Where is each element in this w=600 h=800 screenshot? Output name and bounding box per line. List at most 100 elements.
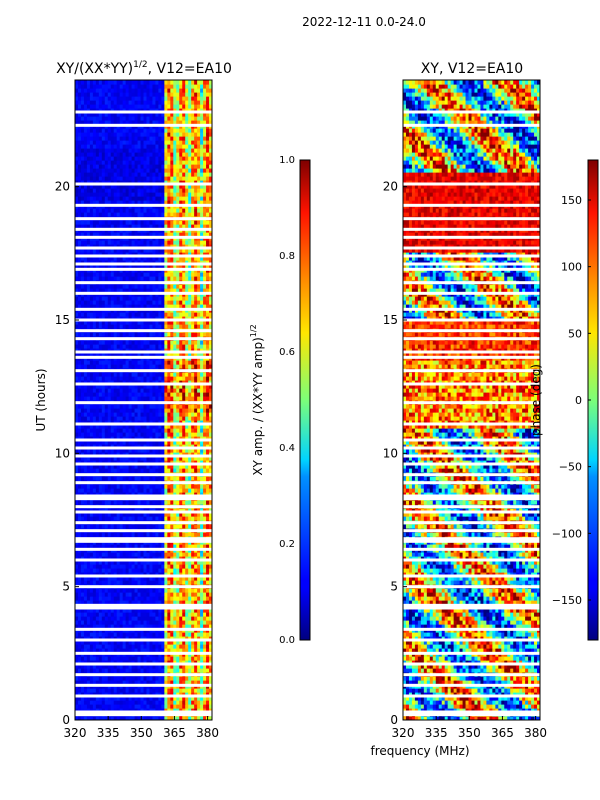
amp-cell xyxy=(137,364,142,369)
amp-cell xyxy=(137,668,142,673)
amp-cell xyxy=(116,488,121,493)
amp-cell xyxy=(77,316,82,321)
amp-cell xyxy=(89,700,94,705)
amp-cell xyxy=(128,560,133,565)
amp-cell xyxy=(75,656,79,661)
amp-cell xyxy=(86,508,91,513)
amp-cell xyxy=(83,512,88,517)
amp-cell xyxy=(101,284,106,289)
amp-cell xyxy=(137,316,142,321)
amp-cell xyxy=(110,612,115,617)
amp-cell xyxy=(155,340,159,345)
amp-cell xyxy=(203,452,207,457)
amp-cell xyxy=(107,408,112,413)
amp-cell xyxy=(167,332,171,337)
amp-cell xyxy=(194,608,198,613)
amp-cell xyxy=(80,412,85,417)
amp-cell xyxy=(191,416,195,421)
amp-cell xyxy=(143,296,148,301)
amp-cell xyxy=(200,428,204,433)
amp-cell xyxy=(134,692,139,697)
amp-cell xyxy=(188,612,192,617)
amp-cell xyxy=(170,592,174,597)
amp-cell xyxy=(185,332,189,337)
amp-cell xyxy=(128,692,133,697)
amp-cell xyxy=(77,424,82,429)
amp-cell xyxy=(155,636,159,641)
amp-cell xyxy=(125,360,130,365)
amp-cell xyxy=(75,668,79,673)
amp-cell xyxy=(158,352,162,357)
amp-cell xyxy=(161,332,165,337)
amp-cell xyxy=(149,676,154,681)
amp-cell xyxy=(158,444,162,449)
amp-cell xyxy=(137,320,142,325)
amp-cell xyxy=(110,376,115,381)
amp-cell xyxy=(200,708,204,713)
amp-cell xyxy=(188,568,192,573)
amp-cell xyxy=(149,320,154,325)
amp-cell xyxy=(116,588,121,593)
amp-cell xyxy=(179,420,183,425)
amp-cell xyxy=(128,384,133,389)
amp-cell xyxy=(122,596,127,601)
amp-cell xyxy=(98,448,103,453)
amp-cell xyxy=(167,420,171,425)
amp-cell xyxy=(83,544,88,549)
amp-cell xyxy=(128,656,133,661)
amp-cell xyxy=(155,500,159,505)
amp-cell xyxy=(95,408,100,413)
amp-cell xyxy=(125,412,130,417)
amp-cell xyxy=(158,416,162,421)
amp-cell xyxy=(143,432,148,437)
amp-cell xyxy=(206,644,210,649)
amp-cell xyxy=(179,348,183,353)
amp-cell xyxy=(107,436,112,441)
amp-cell xyxy=(80,600,85,605)
amp-cell xyxy=(161,380,165,385)
amp-cell xyxy=(203,436,207,441)
amp-cell xyxy=(161,688,165,693)
amp-cell xyxy=(191,648,195,653)
amp-cell xyxy=(80,696,85,701)
amp-cell xyxy=(176,692,180,697)
amp-cell xyxy=(197,640,201,645)
amp-cell xyxy=(152,376,157,381)
amp-cell xyxy=(173,656,177,661)
amp-cell xyxy=(167,452,171,457)
amp-cell xyxy=(191,440,195,445)
amp-cell xyxy=(107,372,112,377)
amp-cell xyxy=(107,620,112,625)
amp-cell xyxy=(140,452,145,457)
amp-cell xyxy=(119,300,124,305)
amp-cell xyxy=(131,448,136,453)
amp-cell xyxy=(185,512,189,517)
amp-cell xyxy=(101,364,106,369)
amp-cell xyxy=(146,476,151,481)
amp-cell xyxy=(191,344,195,349)
amp-cell xyxy=(95,580,100,585)
amp-cell xyxy=(182,384,186,389)
amp-cell xyxy=(80,596,85,601)
amp-cell xyxy=(107,324,112,329)
amp-cell xyxy=(83,600,88,605)
amp-cell xyxy=(146,432,151,437)
amp-cell xyxy=(194,384,198,389)
amp-cell xyxy=(164,556,168,561)
amp-cell xyxy=(152,688,157,693)
amp-cell xyxy=(155,556,159,561)
amp-cell xyxy=(206,408,210,413)
amp-cell xyxy=(149,708,154,713)
amp-cell xyxy=(200,464,204,469)
amp-cell xyxy=(104,556,109,561)
amp-cell xyxy=(173,700,177,705)
amp-cell xyxy=(179,340,183,345)
amp-cell xyxy=(98,324,103,329)
amp-cell xyxy=(95,512,100,517)
amp-cell xyxy=(191,444,195,449)
amp-cell xyxy=(164,440,168,445)
amp-cell xyxy=(161,440,165,445)
amp-cell xyxy=(116,312,121,317)
amp-cell xyxy=(161,408,165,413)
amp-cell xyxy=(83,364,88,369)
